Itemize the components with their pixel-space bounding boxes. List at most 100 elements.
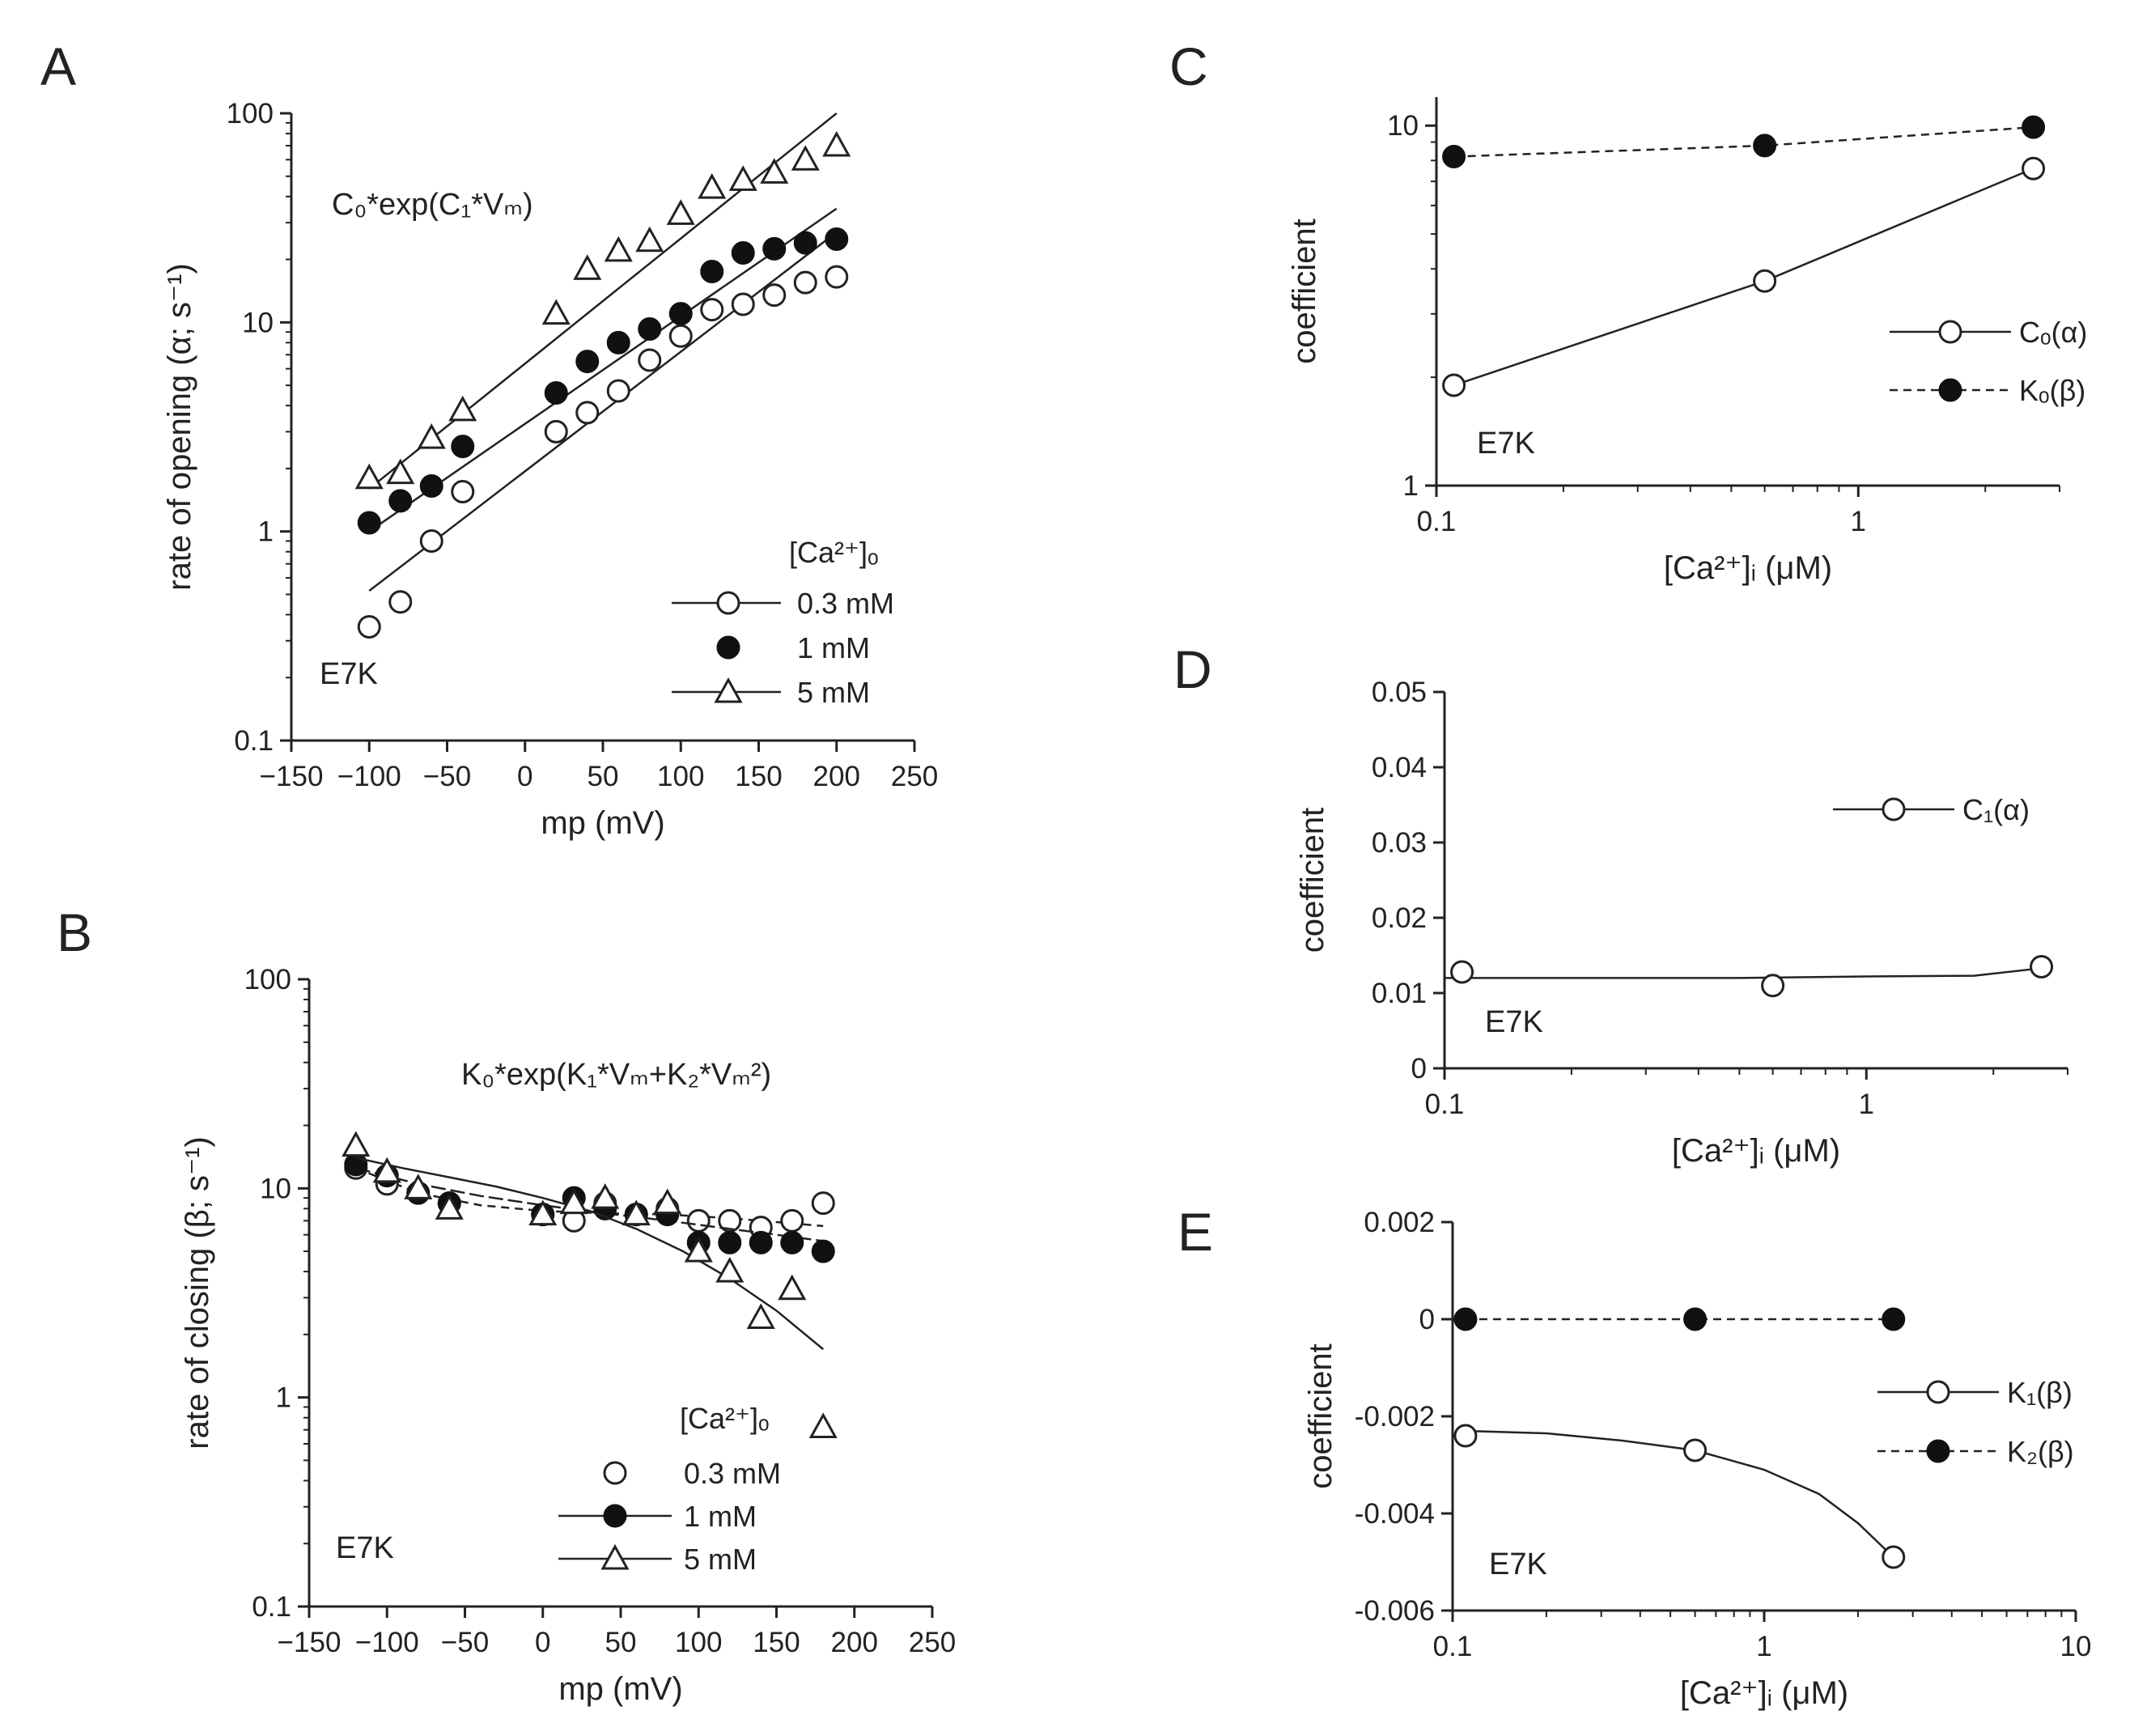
panel-c: C 1 10 0.1 1 [Ca²⁺]ᵢ (μM) coefficient E7K Cₒ(α) K… — [1169, 36, 2087, 586]
y-tick-label: -0.006 — [1355, 1595, 1435, 1627]
y-tick-label: 0.04 — [1372, 752, 1427, 783]
data-point — [825, 265, 849, 289]
fit-line — [1465, 1429, 1894, 1558]
data-point — [357, 614, 381, 639]
legend-title: [Ca²⁺]ₒ — [789, 536, 879, 569]
data-point — [700, 260, 724, 284]
fit-line — [368, 231, 838, 592]
data-point — [575, 350, 600, 374]
data-point — [668, 324, 693, 348]
legend-label: 0.3 mM — [684, 1457, 781, 1490]
data-point — [357, 511, 381, 535]
data-point — [448, 395, 477, 422]
legend: [Ca²⁺]ₒ 0.3 mM 1 mM 5 mM — [558, 1402, 781, 1576]
data-point — [344, 1152, 368, 1177]
data-point — [700, 298, 724, 322]
series-co- — [1442, 156, 2046, 397]
data-point — [760, 158, 789, 184]
fit-line — [1453, 125, 2034, 158]
fit-line — [368, 112, 838, 490]
x-axis-label: [Ca²⁺]ᵢ (μM) — [1680, 1675, 1848, 1711]
y-tick-label: -0.004 — [1355, 1498, 1435, 1530]
fit-line — [355, 1157, 825, 1351]
x-tick-label: 100 — [657, 761, 704, 792]
series-1-mm — [357, 207, 849, 535]
data-point — [698, 173, 727, 199]
y-axis-label: coefficient — [1303, 1343, 1339, 1488]
legend-label: C₁(α) — [1962, 793, 2030, 826]
series-k1- — [1453, 1424, 1906, 1569]
x-tick-label: 1 — [1859, 1089, 1874, 1120]
x-tick-label: 0.1 — [1425, 1089, 1465, 1120]
data-point — [1882, 1545, 1906, 1569]
legend-label: 5 mM — [797, 676, 870, 709]
x-tick-label: −100 — [337, 761, 401, 792]
panel-letter: D — [1173, 639, 1212, 699]
data-point — [451, 435, 475, 459]
series-5-mm — [354, 112, 851, 490]
legend-label: K₁(β) — [2007, 1376, 2072, 1409]
y-tick-label: 10 — [260, 1173, 291, 1204]
data-point — [778, 1274, 807, 1301]
data-point — [666, 199, 695, 225]
fit-line — [1445, 967, 2042, 979]
series-0-3-mm — [357, 231, 849, 639]
data-point — [668, 302, 693, 326]
panel-letter: B — [57, 902, 92, 962]
x-tick-label: 100 — [675, 1627, 722, 1658]
x-tick-label: −50 — [441, 1627, 489, 1658]
legend-title: [Ca²⁺]ₒ — [680, 1402, 770, 1435]
x-tick-label: −100 — [355, 1627, 419, 1658]
equation-label: K₀*exp(K₁*Vₘ+K₂*Vₘ²) — [461, 1058, 771, 1092]
data-point — [780, 1230, 804, 1254]
x-axis-label: mp (mV) — [558, 1671, 682, 1707]
data-point — [1683, 1307, 1708, 1331]
panel-b: B 0.1 1 10 100 −150 −100 −50 0 50 100 150 200 250 mp (… — [57, 902, 956, 1707]
series-ko- — [1442, 115, 2046, 169]
data-point — [2022, 115, 2046, 139]
y-tick-label: -0.002 — [1355, 1401, 1435, 1433]
data-point — [417, 423, 446, 449]
x-tick-label: 200 — [813, 761, 860, 792]
legend-label: Cₒ(α) — [2019, 316, 2087, 349]
data-point — [388, 489, 413, 513]
series-5-mm — [342, 1131, 838, 1439]
y-tick-label: 0.05 — [1372, 677, 1427, 708]
annotation-label: E7K — [320, 657, 378, 691]
data-point — [793, 231, 817, 255]
data-point — [811, 1191, 835, 1216]
annotation-label: E7K — [1489, 1547, 1547, 1581]
data-point — [1453, 1307, 1478, 1331]
data-point — [528, 1199, 558, 1226]
x-axis-label: [Ca²⁺]ᵢ (μM) — [1672, 1133, 1840, 1169]
data-point — [635, 226, 664, 253]
data-point — [388, 590, 413, 614]
data-point — [653, 1188, 682, 1215]
data-point — [762, 283, 787, 308]
x-axis-label: [Ca²⁺]ᵢ (μM) — [1664, 550, 1832, 586]
annotation-label: E7K — [336, 1531, 394, 1565]
data-point — [386, 458, 415, 485]
x-tick-label: −50 — [423, 761, 471, 792]
data-point — [1442, 145, 1466, 169]
y-tick-label: 0.03 — [1372, 827, 1427, 859]
x-tick-label: −150 — [278, 1627, 342, 1658]
data-point — [808, 1412, 838, 1439]
y-tick-label: 10 — [242, 307, 274, 338]
data-point — [606, 379, 630, 403]
data-point — [822, 130, 851, 157]
data-point — [435, 1194, 464, 1220]
legend-label: K₂(β) — [2007, 1435, 2074, 1468]
y-tick-label: 1 — [1403, 470, 1419, 502]
y-axis-label: coefficient — [1295, 808, 1330, 953]
fit-line — [368, 207, 838, 533]
legend-marker — [1882, 797, 1906, 821]
data-point — [791, 145, 820, 171]
data-point — [749, 1230, 773, 1254]
data-point — [1450, 960, 1474, 984]
data-point — [686, 1208, 711, 1233]
x-tick-label: 50 — [588, 761, 619, 792]
data-point — [638, 316, 662, 341]
data-point — [604, 236, 633, 262]
